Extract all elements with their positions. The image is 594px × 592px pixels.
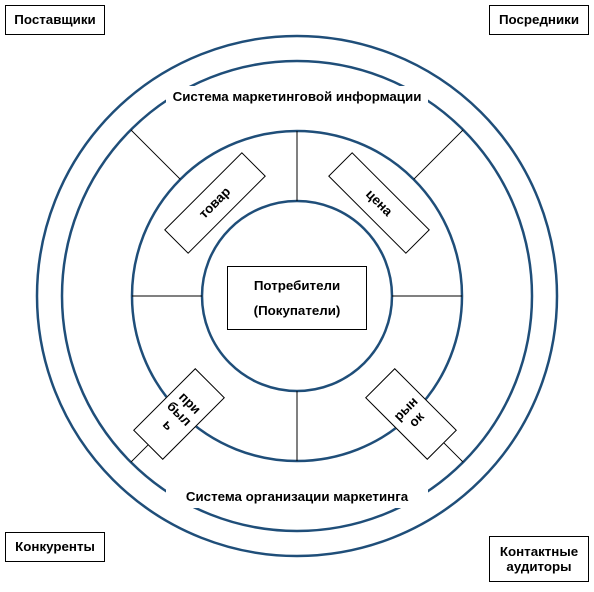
ring-top-text: Система маркетинговой информации [173, 89, 422, 104]
center-box: Потребители (Покупатели) [227, 266, 367, 330]
mix-tr-text: цена [363, 187, 396, 220]
ring-label-top: Система маркетинговой информации [166, 86, 428, 108]
corner-box-bottom-left: Конкуренты [5, 532, 105, 562]
corner-tr-text: Посредники [499, 12, 579, 27]
corner-br-line2: аудиторы [506, 559, 571, 574]
diagram-root: Поставщики Посредники Конкуренты Контакт… [0, 0, 594, 592]
corner-tl-text: Поставщики [14, 12, 95, 27]
center-line2: (Покупатели) [254, 303, 341, 318]
corner-box-bottom-right: Контактные аудиторы [489, 536, 589, 582]
corner-bl-text: Конкуренты [15, 539, 95, 554]
corner-box-top-right: Посредники [489, 5, 589, 35]
ring-bottom-text: Система организации маркетинга [186, 489, 408, 504]
corner-br-line1: Контактные [500, 544, 578, 559]
center-line1: Потребители [254, 278, 340, 293]
corner-box-top-left: Поставщики [5, 5, 105, 35]
ring-label-bottom: Система организации маркетинга [166, 486, 428, 508]
